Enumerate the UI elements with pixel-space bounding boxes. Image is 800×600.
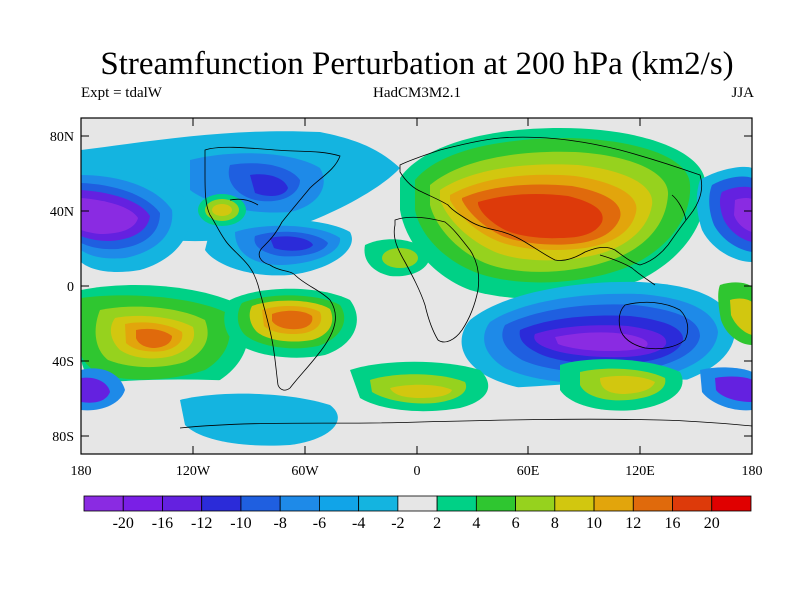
x-tick-label: 60W: [291, 464, 319, 479]
colorbar-label: -4: [352, 515, 365, 532]
colorbar-label: 16: [665, 515, 681, 532]
x-tick-label: 120W: [176, 464, 211, 479]
colorbar-label: -20: [113, 515, 134, 532]
colorbar-label: 8: [551, 515, 559, 532]
colorbar-swatch: [162, 495, 203, 512]
colorbar-label: 12: [625, 515, 641, 532]
colorbar-swatch: [711, 495, 752, 512]
x-tick-label: 120E: [625, 464, 655, 479]
season-label: JJA: [731, 85, 754, 101]
coastlines: [179, 136, 752, 429]
model-label: HadCM3M2.1: [373, 85, 461, 101]
y-tick-label: 40N: [50, 205, 74, 220]
colorbar-swatch: [397, 495, 438, 512]
colorbar-label: -2: [391, 515, 404, 532]
colorbar-swatch: [279, 495, 320, 512]
colorbar-label: -10: [230, 515, 251, 532]
colorbar-swatch: [240, 495, 281, 512]
x-tick-label: 0: [414, 464, 421, 479]
colorbar-swatch: [632, 495, 673, 512]
colorbar-label: -8: [274, 515, 287, 532]
colorbar-swatch: [515, 495, 556, 512]
colorbar-swatch: [358, 495, 399, 512]
y-tick-label: 80S: [52, 430, 74, 445]
colorbar-label: 20: [704, 515, 720, 532]
colorbar-label: 2: [433, 515, 441, 532]
colorbar-swatch: [672, 495, 713, 512]
experiment-label: Expt = tdalW: [81, 85, 162, 101]
colorbar-label: -6: [313, 515, 326, 532]
colorbar-label: -12: [191, 515, 212, 532]
colorbar-swatch: [475, 495, 516, 512]
colorbar-swatch: [83, 495, 124, 512]
y-tick-label: 0: [67, 280, 74, 295]
chart-title: Streamfunction Perturbation at 200 hPa (…: [100, 46, 734, 82]
colorbar-label: 10: [586, 515, 602, 532]
x-tick-label: 180: [71, 464, 92, 479]
colorbar-label: 4: [472, 515, 480, 532]
colorbar-labels: -20 -16 -12 -10 -8 -6 -4 -2 2 4 6 8 10 12 16 20: [113, 515, 720, 532]
colorbar-label: 6: [512, 515, 520, 532]
colorbar-swatch: [436, 495, 477, 512]
colorbar-label: -16: [152, 515, 173, 532]
colorbar: [83, 495, 752, 512]
colorbar-swatch: [319, 495, 360, 512]
colorbar-swatch: [201, 495, 242, 512]
x-tick-label: 180: [742, 464, 763, 479]
colorbar-swatch: [122, 495, 163, 512]
map-field: [81, 118, 752, 454]
y-tick-label: 40S: [52, 355, 74, 370]
colorbar-swatch: [554, 495, 595, 512]
y-tick-label: 80N: [50, 130, 74, 145]
colorbar-swatch: [593, 495, 634, 512]
x-tick-label: 60E: [517, 464, 540, 479]
